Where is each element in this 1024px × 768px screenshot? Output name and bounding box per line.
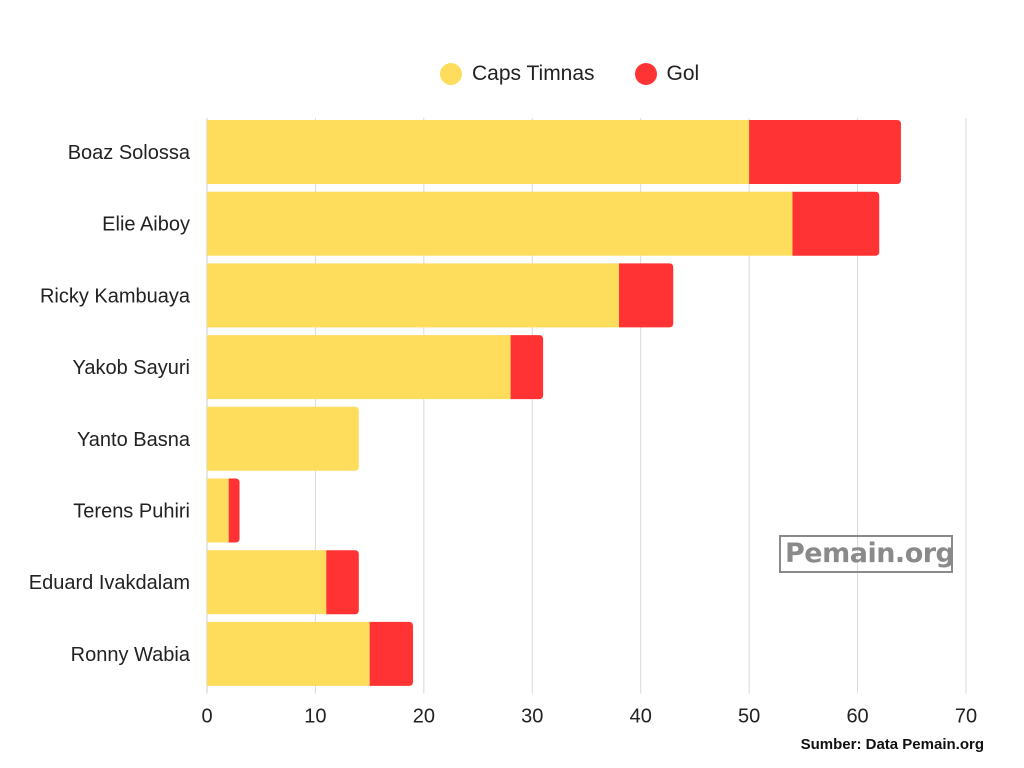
bar-gol[interactable] (792, 191, 880, 256)
x-tick-label: 10 (304, 706, 326, 728)
bar-gol[interactable] (619, 263, 674, 328)
category-label: Yakob Sayuri (73, 357, 190, 379)
category-label: Ronny Wabia (71, 644, 191, 666)
legend-item-gol[interactable]: Gol (634, 62, 700, 86)
bar-caps[interactable] (207, 335, 511, 400)
bar-caps[interactable] (207, 120, 750, 184)
source-note: Sumber: Data Pemain.org (800, 736, 984, 753)
bar-gol[interactable] (369, 621, 414, 686)
x-tick-label: 0 (201, 706, 212, 728)
x-tick-label: 50 (738, 706, 760, 728)
legend-item-caps[interactable]: Caps Timnas (440, 62, 595, 86)
bar-caps[interactable] (207, 621, 370, 686)
x-tick-label: 60 (846, 706, 868, 728)
bar-gol[interactable] (510, 335, 544, 400)
bar-gol[interactable] (326, 550, 359, 615)
category-label: Boaz Solossa (68, 142, 191, 164)
x-tick-label: 30 (521, 706, 543, 728)
x-axis-ticks: 0 10 20 30 40 50 60 70 (201, 706, 977, 728)
bar-gol[interactable] (749, 120, 901, 184)
category-label: Ricky Kambuaya (40, 285, 191, 307)
legend-label-gol: Gol (666, 62, 700, 85)
bar-caps[interactable] (207, 406, 359, 471)
category-labels: Boaz Solossa Elie Aiboy Ricky Kambuaya Yako… (29, 142, 191, 666)
legend: Caps Timnas Gol (440, 62, 699, 86)
category-label: Yanto Basna (77, 429, 191, 451)
watermark-logo: Pemain.org (779, 535, 955, 573)
bar-caps[interactable] (207, 263, 620, 328)
x-tick-label: 40 (630, 706, 652, 728)
category-label: Elie Aiboy (102, 214, 190, 236)
bar-caps[interactable] (207, 191, 793, 256)
x-tick-label: 20 (413, 706, 435, 728)
legend-dot-gol (634, 63, 657, 85)
category-label: Eduard Ivakdalam (29, 572, 190, 594)
x-tick-label: 70 (955, 706, 977, 728)
bar-caps[interactable] (207, 478, 229, 543)
bar-gol[interactable] (228, 478, 240, 543)
category-label: Terens Puhiri (73, 501, 190, 523)
bars (207, 120, 901, 686)
legend-dot-caps (440, 63, 462, 85)
legend-label-caps: Caps Timnas (472, 62, 595, 85)
bar-caps[interactable] (207, 550, 327, 615)
